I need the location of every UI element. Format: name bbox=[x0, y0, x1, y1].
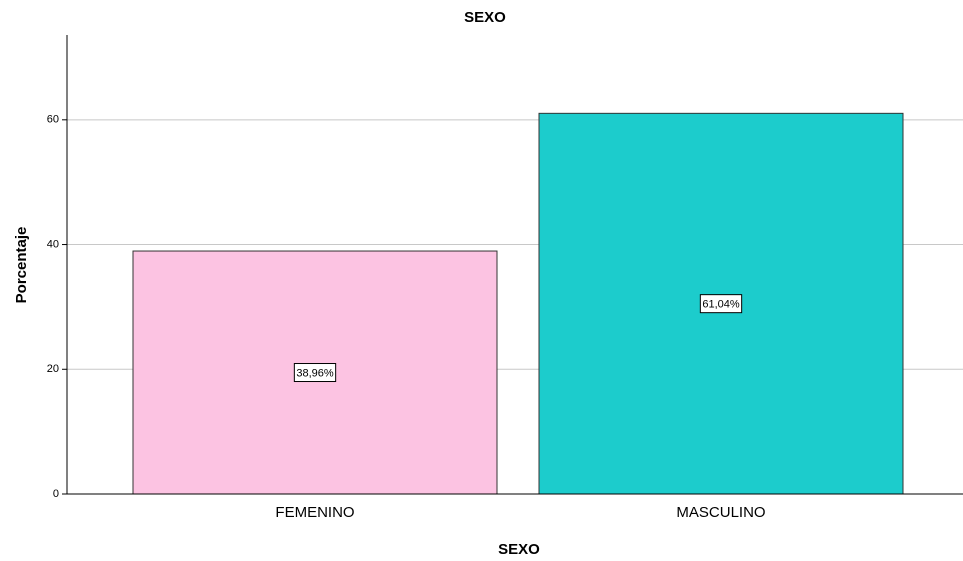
x-tick-label: FEMENINO bbox=[275, 504, 354, 521]
chart-title: SEXO bbox=[464, 9, 506, 26]
value-label: 61,04% bbox=[702, 299, 740, 311]
y-tick-label: 60 bbox=[47, 114, 59, 126]
y-axis-label: Porcentaje bbox=[13, 227, 30, 304]
y-tick-label: 40 bbox=[47, 238, 59, 250]
y-tick-label: 20 bbox=[47, 363, 59, 375]
value-label-box bbox=[293, 363, 337, 383]
y-tick-label: 0 bbox=[53, 488, 59, 500]
value-label-box bbox=[699, 294, 743, 314]
x-tick-label: MASCULINO bbox=[676, 504, 765, 521]
x-axis-label: SEXO bbox=[498, 541, 540, 558]
value-label: 38,96% bbox=[296, 367, 334, 379]
